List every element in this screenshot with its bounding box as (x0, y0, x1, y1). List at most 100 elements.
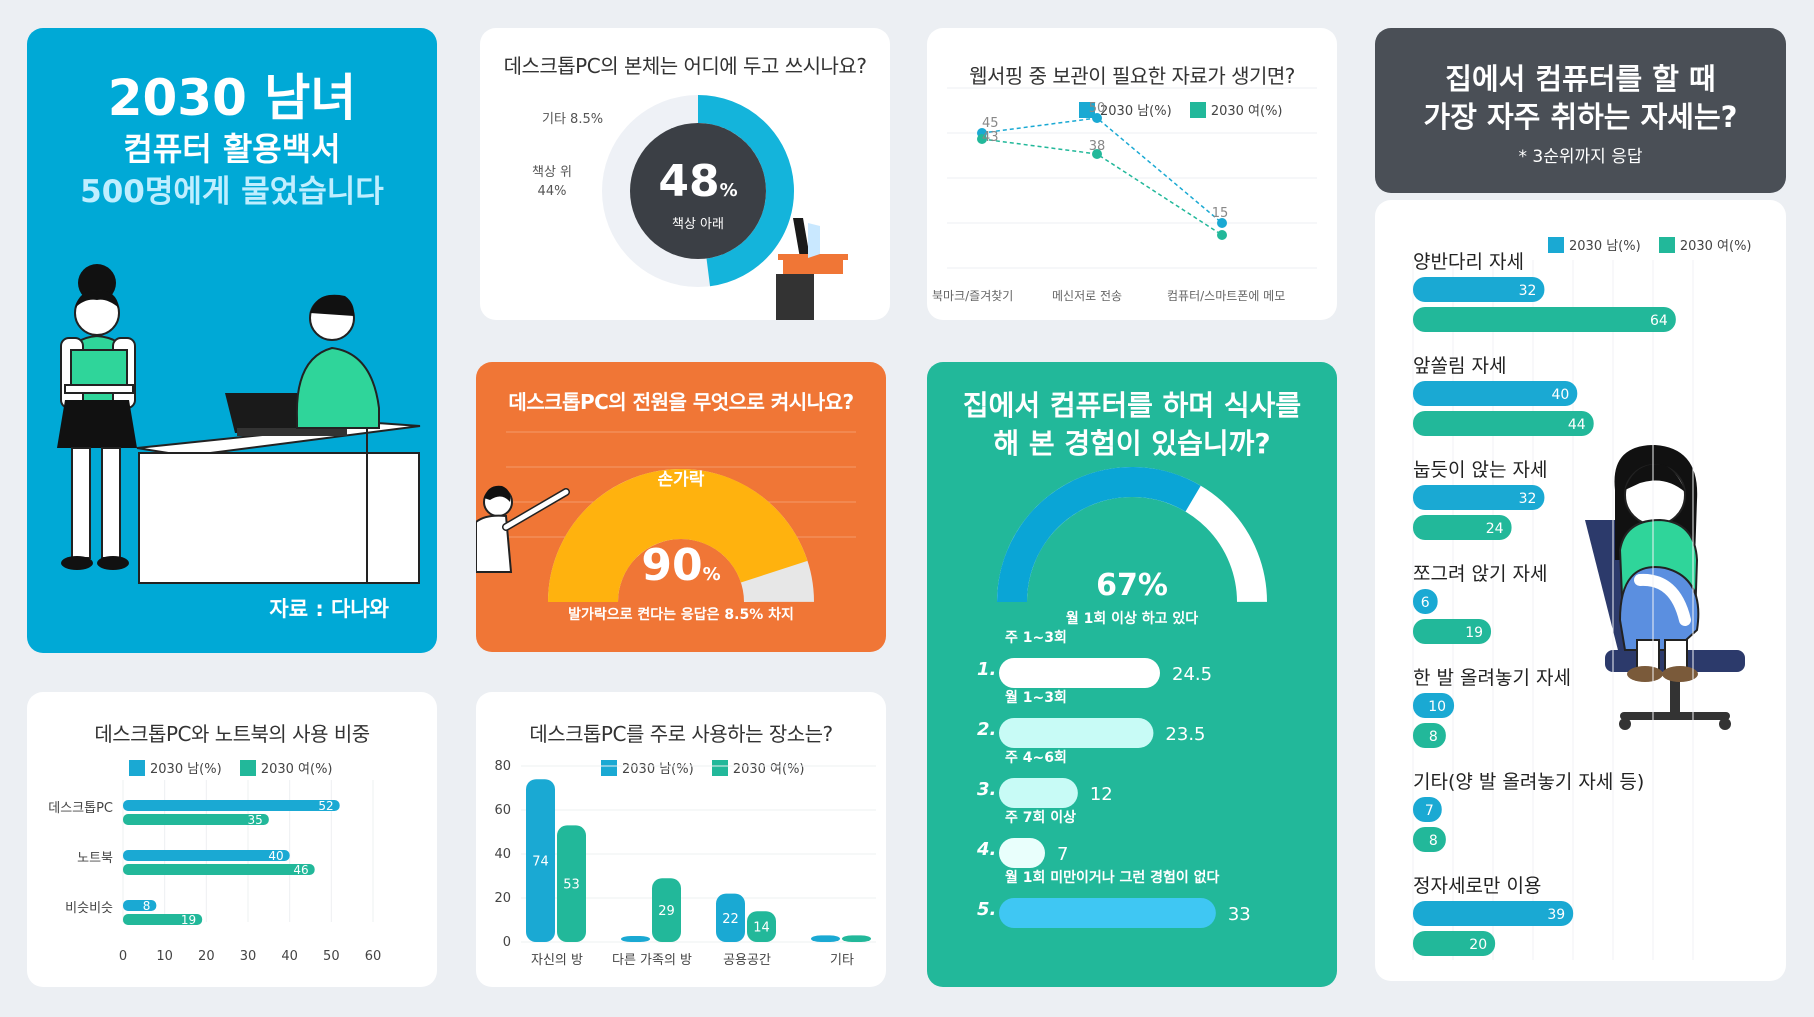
posture-category-label: 양반다리 자세 (1413, 251, 1524, 273)
device-bar-female (123, 914, 203, 925)
location-arc-desk-under (697, 95, 794, 287)
device-value-label: 8 (143, 899, 151, 913)
y-tick-label: 0 (503, 935, 511, 950)
power-gauge-finger (548, 469, 808, 604)
posture-bar-female (1413, 307, 1676, 332)
bookmark-legend: 2030 남(%) 2030 여(%) (1079, 100, 1297, 119)
posture-bar-male (1413, 693, 1455, 718)
posture-bar-male (1413, 277, 1545, 302)
location-center-value: 48% (630, 156, 766, 207)
legend-male: 2030 남(%) (129, 760, 222, 777)
posture-value-label: 8 (1429, 833, 1438, 849)
place-card: 데스크톱PC를 주로 사용하는 장소는? 2030 남(%) 2030 여(%)… (476, 692, 886, 987)
place-bar-male (716, 893, 745, 942)
power-card: 데스크톱PC의 전원을 무엇으로 켜시나요? 손가락 90% 발가락으로 켠다는… (476, 362, 886, 652)
posture-value-label: 44 (1568, 417, 1586, 433)
device-value-label: 19 (181, 913, 196, 927)
legend-female-label: 2030 여(%) (1210, 104, 1283, 119)
location-label-other: 기타 8.5% (542, 112, 604, 127)
y-tick-label: 60 (494, 803, 511, 818)
device-share-card: 데스크톱PC와 노트북의 사용 비중 2030 남(%) 2030 여(%) 0… (27, 692, 437, 987)
data-point (1092, 149, 1102, 159)
meal-rank: 5. (977, 899, 996, 920)
device-value-label: 52 (318, 799, 333, 813)
x-tick-label: 60 (365, 949, 382, 964)
x-tick-label: 0 (119, 949, 127, 964)
intro-subtitle: 컴퓨터 활용백서 (123, 130, 341, 168)
data-point (1092, 113, 1102, 123)
place-bar-male (526, 779, 555, 942)
series-line-male (981, 117, 1223, 224)
meal-card: 집에서 컴퓨터를 하며 식사를 해 본 경험이 있습니까? 주 1~3회 1. 24… (927, 362, 1337, 987)
location-label-desk-top: 책상 위 44% (532, 163, 572, 201)
place-value-label: 74 (532, 855, 549, 870)
device-share-chart: 0 10 20 30 40 50 60 데스크톱PC 52 35 노트북 40 46 비슷비슷 8 19 (48, 780, 382, 964)
meal-value-label: 7 (1057, 844, 1068, 865)
meal-category-label: 월 1회 미만이거나 그런 경험이 없다 (1005, 869, 1220, 886)
legend-female: 2030 여(%) (239, 760, 333, 777)
posture-value-label: 39 (1547, 907, 1565, 923)
category-label: 노트북 (77, 851, 113, 866)
y-tick-label: 40 (494, 847, 511, 862)
posture-value-label: 6 (1421, 595, 1430, 611)
posture-category-label: 앞쏠림 자세 (1413, 355, 1506, 377)
meal-rank: 2. (977, 719, 996, 740)
meal-title-2: 해 본 경험이 있습니까? (993, 427, 1271, 460)
place-bar-female (842, 935, 871, 942)
place-value-label: 14 (753, 921, 770, 936)
category-label: 공용공간 (723, 953, 771, 968)
meal-gauge-arc (997, 467, 1201, 603)
category-label: 데스크톱PC (48, 801, 113, 816)
category-label: 비슷비슷 (65, 901, 113, 916)
data-point (977, 134, 987, 144)
category-label: 북마크/즐겨찾기 (932, 289, 1013, 303)
posture-legend: 2030 남(%) 2030 여(%) (1548, 235, 1766, 254)
data-point (1217, 218, 1227, 228)
meal-bar (999, 778, 1078, 808)
data-label: 45 (982, 116, 999, 131)
location-desk-top-name: 책상 위 (532, 165, 573, 180)
meal-bar (999, 658, 1160, 688)
place-chart: 0 20 40 60 80 74 53 자신의 방 29 다른 가족의 방 22 14 공용공간 기타 (494, 759, 876, 968)
legend-male: 2030 남(%) (1548, 237, 1641, 254)
device-value-label: 35 (248, 813, 263, 827)
meal-bar (999, 898, 1216, 928)
intro-illustration (57, 264, 421, 584)
posture-value-label: 32 (1519, 491, 1537, 507)
category-label: 자신의 방 (531, 953, 583, 968)
meal-rank: 4. (976, 839, 996, 860)
posture-category-label: 눕듯이 앉는 자세 (1413, 459, 1547, 481)
legend-female-label: 2030 여(%) (1679, 239, 1752, 254)
intro-title: 2030 남녀 (107, 69, 357, 127)
place-value-label: 29 (658, 904, 675, 919)
posture-bar-male (1413, 901, 1574, 926)
posture-header: 집에서 컴퓨터를 할 때 가장 자주 취하는 자세는? * 3순위까지 응답 (1375, 28, 1786, 193)
posture-category-label: 쪼그려 앉기 자세 (1413, 563, 1547, 585)
power-title: 데스크톱PC의 전원을 무엇으로 켜시나요? (508, 390, 854, 414)
legend-male-label: 2030 남(%) (150, 762, 222, 777)
posture-card: 2030 남(%) 2030 여(%) 양반다리 자세 32 64 앞쏠림 자세 40 4… (1375, 200, 1786, 981)
meal-value-label: 23.5 (1165, 724, 1205, 745)
meal-gauge-label: 월 1회 이상 하고 있다 (1065, 611, 1199, 627)
place-title: 데스크톱PC를 주로 사용하는 장소는? (529, 722, 833, 746)
posture-note: * 3순위까지 응답 (1518, 147, 1643, 167)
x-tick-label: 10 (156, 949, 173, 964)
device-value-label: 46 (293, 863, 308, 877)
posture-bar-male (1413, 589, 1438, 614)
device-bar-male (123, 800, 340, 811)
location-unit: % (719, 180, 738, 201)
meal-value-label: 12 (1090, 784, 1113, 805)
posture-value-label: 20 (1469, 937, 1487, 953)
place-bar-female (747, 911, 776, 942)
location-center-label: 책상 아래 (672, 217, 724, 232)
category-label: 컴퓨터/스마트폰에 메모 (1167, 289, 1285, 303)
device-bar-male (123, 900, 157, 911)
power-gauge-label: 손가락 (657, 470, 705, 490)
posture-value-label: 19 (1465, 625, 1483, 641)
x-tick-label: 30 (240, 949, 257, 964)
bookmark-title: 웹서핑 중 보관이 필요한 자료가 생기면? (969, 64, 1295, 88)
legend-male: 2030 남(%) (1079, 102, 1172, 119)
device-share-title: 데스크톱PC와 노트북의 사용 비중 (94, 722, 370, 746)
posture-value-label: 32 (1519, 283, 1537, 299)
